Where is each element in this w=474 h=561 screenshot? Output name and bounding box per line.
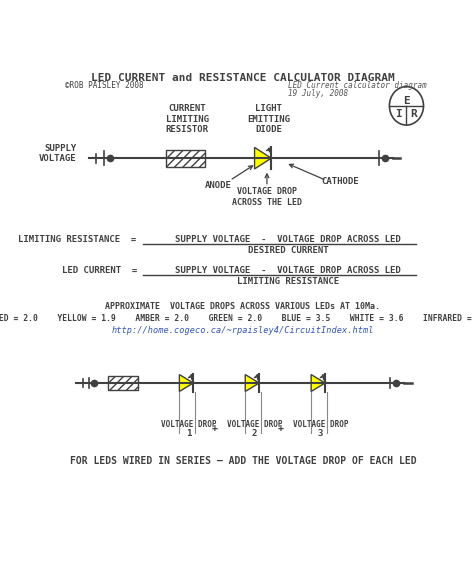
Polygon shape — [179, 375, 193, 392]
Text: LIGHT
EMITTING
DIODE: LIGHT EMITTING DIODE — [247, 104, 290, 134]
Text: 3: 3 — [318, 429, 323, 438]
Text: SUPPLY VOLTAGE  -  VOLTAGE DROP ACROSS LED: SUPPLY VOLTAGE - VOLTAGE DROP ACROSS LED — [175, 235, 401, 244]
Ellipse shape — [390, 86, 423, 125]
Text: SUPPLY VOLTAGE  -  VOLTAGE DROP ACROSS LED: SUPPLY VOLTAGE - VOLTAGE DROP ACROSS LED — [175, 266, 401, 275]
Text: DESIRED CURRENT: DESIRED CURRENT — [247, 246, 328, 255]
Text: VOLTAGE DROP
ACROSS THE LED: VOLTAGE DROP ACROSS THE LED — [232, 187, 302, 207]
Bar — [108, 376, 137, 390]
Text: E: E — [403, 96, 410, 106]
Text: APPROXIMATE  VOLTAGE DROPS ACROSS VARIOUS LEDs AT 10Ma.: APPROXIMATE VOLTAGE DROPS ACROSS VARIOUS… — [105, 302, 381, 311]
Text: http://home.cogeco.ca/~rpaisley4/CircuitIndex.html: http://home.cogeco.ca/~rpaisley4/Circuit… — [112, 326, 374, 335]
Text: CURRENT
LIMITING
RESISTOR: CURRENT LIMITING RESISTOR — [165, 104, 209, 134]
Text: SUPPLY
VOLTAGE: SUPPLY VOLTAGE — [39, 144, 76, 163]
Text: RED = 2.0    YELLOW = 1.9    AMBER = 2.0    GREEN = 2.0    BLUE = 3.5    WHITE =: RED = 2.0 YELLOW = 1.9 AMBER = 2.0 GREEN… — [0, 314, 474, 323]
Text: +: + — [211, 423, 217, 433]
Text: VOLTAGE DROP: VOLTAGE DROP — [292, 420, 348, 429]
Text: LIMITING RESISTANCE  =: LIMITING RESISTANCE = — [18, 235, 137, 244]
Polygon shape — [255, 148, 271, 169]
Bar — [166, 150, 205, 167]
Text: LED CURRENT and RESISTANCE CALCULATOR DIAGRAM: LED CURRENT and RESISTANCE CALCULATOR DI… — [91, 73, 395, 84]
Text: VOLTAGE DROP: VOLTAGE DROP — [161, 420, 217, 429]
Text: 1: 1 — [186, 429, 191, 438]
Text: ©ROB PAISLEY 2008: ©ROB PAISLEY 2008 — [65, 81, 144, 90]
Text: VOLTAGE DROP: VOLTAGE DROP — [227, 420, 283, 429]
Text: FOR LEDS WIRED IN SERIES – ADD THE VOLTAGE DROP OF EACH LED: FOR LEDS WIRED IN SERIES – ADD THE VOLTA… — [70, 456, 416, 466]
Polygon shape — [311, 375, 325, 392]
Text: LED CURRENT  =: LED CURRENT = — [62, 266, 137, 275]
Text: I: I — [395, 109, 402, 119]
Text: 2: 2 — [252, 429, 257, 438]
Text: CATHODE: CATHODE — [321, 177, 359, 186]
Text: 19 July, 2008: 19 July, 2008 — [288, 89, 348, 98]
Text: LIMITING RESISTANCE: LIMITING RESISTANCE — [237, 277, 339, 286]
Text: +: + — [277, 423, 283, 433]
Text: ANODE: ANODE — [205, 181, 232, 190]
Text: R: R — [411, 109, 418, 119]
Polygon shape — [245, 375, 259, 392]
Text: LED Current calculator diagram: LED Current calculator diagram — [288, 81, 427, 90]
